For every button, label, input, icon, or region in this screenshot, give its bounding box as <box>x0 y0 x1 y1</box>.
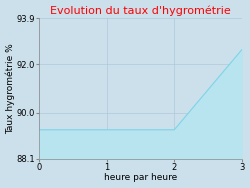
Y-axis label: Taux hygrométrie %: Taux hygrométrie % <box>6 43 15 134</box>
X-axis label: heure par heure: heure par heure <box>104 174 177 182</box>
Title: Evolution du taux d'hygrométrie: Evolution du taux d'hygrométrie <box>50 6 231 16</box>
